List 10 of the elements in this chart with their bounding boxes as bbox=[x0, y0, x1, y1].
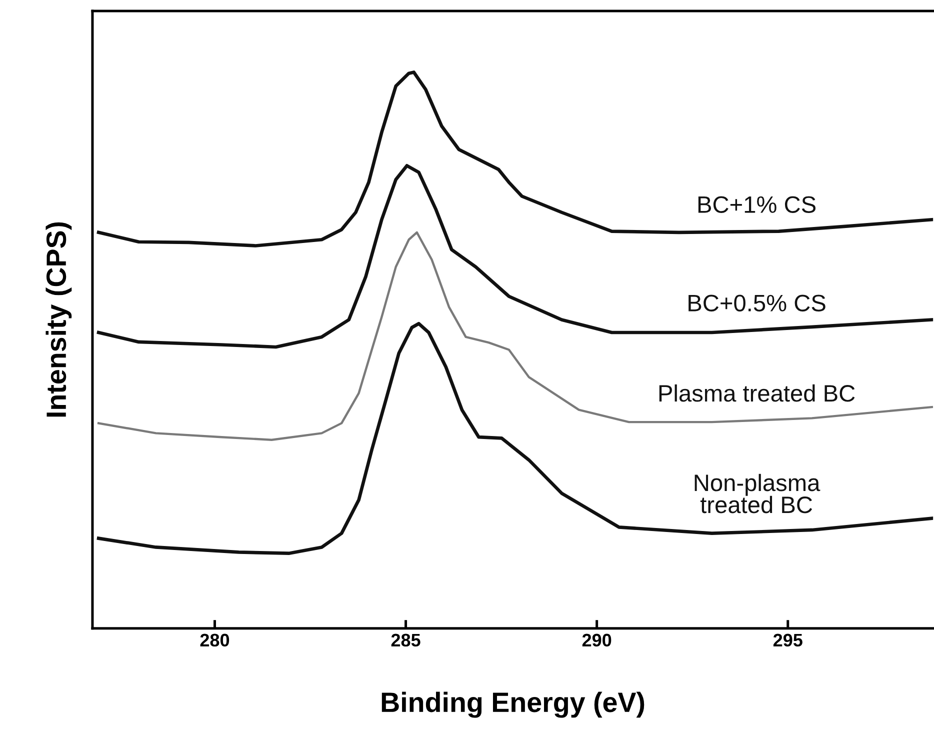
y-axis-title: Intensity (CPS) bbox=[46, 222, 72, 417]
series-label: Plasma treated BC bbox=[659, 384, 855, 402]
x-tick-label: 290 bbox=[582, 634, 612, 647]
series-label: BC+1% CS bbox=[698, 196, 816, 213]
series-label: Non-plasma treated BC bbox=[694, 474, 820, 514]
series-label: BC+0.5% CS bbox=[688, 294, 826, 312]
x-axis-title: Binding Energy (eV) bbox=[382, 692, 644, 718]
x-tick-label: 285 bbox=[391, 634, 420, 647]
x-tick-label: 295 bbox=[773, 634, 802, 647]
x-tick-label: 280 bbox=[200, 634, 230, 647]
